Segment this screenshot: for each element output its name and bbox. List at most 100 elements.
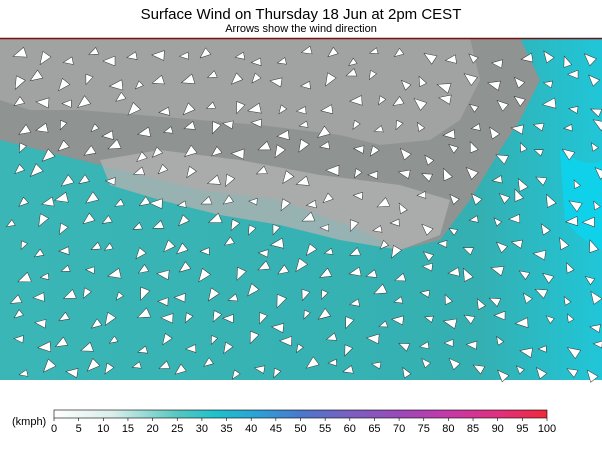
wind-arrow — [62, 289, 77, 299]
wind-arrow — [301, 211, 316, 222]
wind-arrow — [327, 46, 339, 58]
wind-arrow — [299, 80, 311, 90]
wind-arrow — [372, 225, 383, 233]
wind-arrow — [137, 126, 151, 137]
wind-arrow — [436, 83, 452, 94]
wind-arrow — [157, 163, 169, 175]
wind-arrow — [152, 220, 165, 229]
wind-arrow — [393, 296, 404, 304]
wind-arrow — [559, 237, 570, 251]
wind-arrow — [345, 68, 358, 77]
wind-arrow — [257, 249, 269, 258]
wind-arrow — [57, 139, 70, 152]
wind-arrow — [131, 361, 142, 369]
wind-arrow — [248, 224, 257, 236]
wind-arrow — [276, 57, 287, 65]
wind-arrow — [173, 293, 186, 303]
wind-arrow — [448, 144, 459, 154]
wind-arrow — [90, 318, 103, 329]
wind-arrow — [35, 122, 49, 133]
wind-arrow — [210, 335, 219, 346]
wind-arrow — [227, 293, 239, 302]
wind-arrow — [223, 236, 235, 246]
wind-arrow — [85, 191, 100, 204]
wind-arrow — [566, 313, 575, 323]
legend-tick-label: 90 — [492, 423, 504, 435]
wind-arrow — [535, 176, 548, 186]
wind-arrow — [107, 138, 122, 150]
wind-arrow — [541, 97, 557, 109]
wind-arrow — [369, 47, 379, 55]
wind-arrow — [58, 77, 71, 92]
wind-arrow — [322, 192, 334, 204]
wind-arrow — [270, 323, 285, 334]
wind-arrow — [148, 198, 163, 210]
wind-arrow — [20, 240, 28, 251]
wind-arrow — [174, 363, 187, 375]
wind-arrow — [581, 216, 595, 228]
wind-arrow — [489, 126, 501, 140]
wind-arrow — [365, 333, 380, 345]
wind-arrow — [90, 241, 102, 250]
wind-arrow — [269, 77, 283, 88]
wind-arrow — [274, 144, 286, 159]
legend-tick-label: 25 — [171, 423, 183, 435]
wind-arrow — [58, 311, 70, 322]
wind-arrow — [353, 145, 365, 154]
wind-arrow — [573, 179, 581, 189]
wind-arrow — [421, 223, 434, 236]
wind-arrow — [136, 307, 152, 319]
wind-arrow — [65, 368, 79, 379]
wind-arrow — [491, 175, 503, 184]
wind-arrow — [348, 57, 358, 66]
wind-arrow — [370, 361, 382, 370]
legend-tick-label: 55 — [319, 423, 331, 435]
wind-arrow — [510, 124, 524, 135]
wind-arrow — [295, 106, 307, 115]
wind-arrow — [588, 74, 601, 87]
wind-arrow — [41, 148, 56, 162]
wind-arrow — [468, 103, 479, 113]
wind-arrow — [589, 239, 599, 254]
wind-arrow — [397, 169, 411, 180]
legend-tick-label: 65 — [368, 423, 380, 435]
wind-arrow — [185, 344, 197, 353]
wind-arrow — [513, 76, 526, 89]
wind-arrow — [158, 360, 171, 369]
wind-arrow — [533, 149, 544, 157]
wind-arrow — [566, 69, 579, 79]
wind-arrow — [566, 368, 579, 378]
wind-arrow — [250, 118, 262, 128]
wind-arrow — [178, 261, 192, 273]
wind-arrow — [186, 165, 197, 179]
wind-arrow — [13, 96, 26, 107]
wind-arrow — [323, 247, 334, 255]
wind-arrow — [535, 366, 548, 380]
wind-arrow — [378, 320, 389, 328]
wind-arrow — [276, 293, 287, 309]
wind-arrow — [29, 69, 44, 82]
legend-tick-label: 60 — [344, 423, 356, 435]
wind-arrow — [566, 262, 575, 274]
wind-arrow — [182, 102, 196, 116]
wind-arrow — [151, 146, 164, 158]
wind-arrow — [568, 200, 583, 213]
wind-arrow — [205, 101, 217, 109]
wind-arrow — [594, 167, 602, 180]
wind-arrow — [519, 347, 533, 358]
wind-arrow — [321, 289, 329, 300]
wind-arrow — [296, 343, 304, 354]
wind-arrow — [349, 247, 361, 256]
wind-arrow — [566, 347, 582, 360]
wind-arrow — [449, 193, 460, 205]
wind-arrow — [138, 196, 151, 207]
wind-arrow — [18, 196, 29, 207]
wind-arrow — [212, 310, 223, 323]
wind-arrow — [234, 51, 246, 60]
wind-arrow — [132, 166, 146, 176]
legend-scale — [53, 409, 548, 419]
legend-tick-label: 15 — [122, 423, 134, 435]
wind-arrow — [132, 222, 143, 230]
wind-arrow — [518, 270, 531, 281]
wind-arrow — [398, 343, 411, 352]
